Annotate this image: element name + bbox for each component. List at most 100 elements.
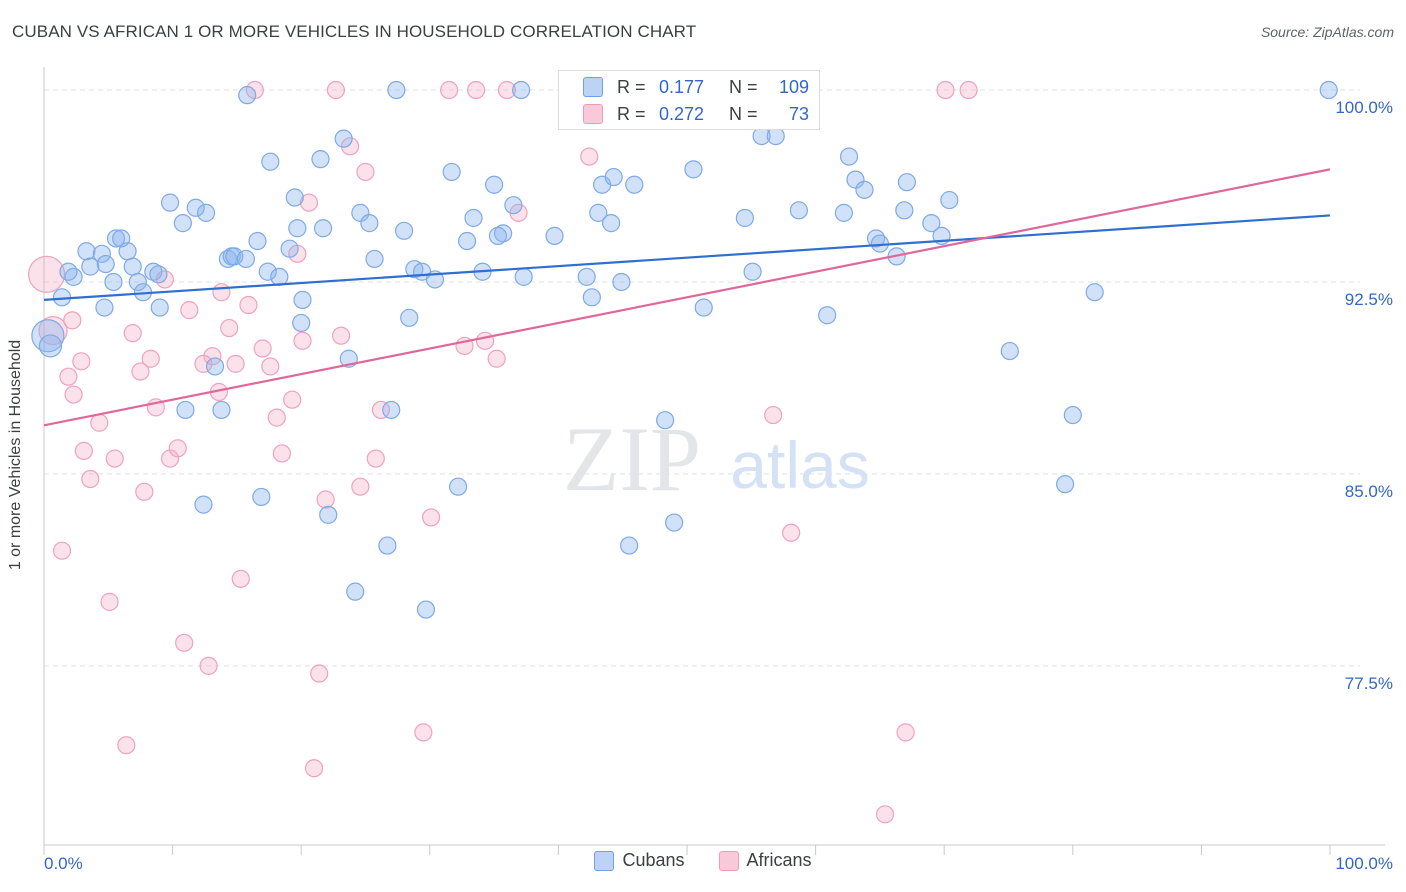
cubans-point [416, 600, 436, 619]
africans-point [421, 508, 441, 527]
cubans-point [194, 495, 213, 514]
africans-point [475, 331, 495, 350]
cubans-point [149, 265, 168, 284]
cubans-point [225, 247, 244, 266]
y-tick-label: 92.5% [1345, 290, 1393, 309]
africans-trendline [43, 168, 1331, 427]
africans-point [366, 449, 385, 468]
cubans-point [512, 80, 531, 100]
cubans-point [176, 400, 195, 420]
africans-point [135, 482, 154, 501]
cubans-point [160, 193, 180, 212]
africans-point [439, 80, 459, 100]
africans-point [764, 405, 783, 425]
stats-row-africans: R = 0.272 N = 73 [583, 102, 809, 126]
africans-point [141, 349, 160, 368]
africans-point [466, 80, 486, 100]
africans-point [123, 324, 142, 343]
cubans-point [839, 147, 859, 166]
cubans-point [1085, 283, 1104, 302]
cubans-point [442, 162, 461, 182]
cubans-point [488, 226, 508, 246]
stats-n-value-africans: 73 [788, 103, 809, 124]
y-axis-label: 1 or more Vehicles in Household [7, 339, 24, 571]
cubans-point [351, 203, 370, 222]
africans-point [74, 441, 93, 460]
cubans-point [258, 262, 277, 281]
cubans-point [464, 208, 483, 228]
cubans-point [81, 257, 100, 276]
cubans-point [280, 239, 299, 258]
africans-point [272, 444, 292, 463]
cubans-point [288, 219, 307, 238]
axes [43, 67, 1385, 855]
africans-point [959, 80, 978, 100]
africans-point [580, 147, 599, 166]
africans-point [283, 390, 302, 409]
africans-point [239, 295, 258, 315]
africans-point [64, 385, 83, 404]
africans-point [117, 736, 136, 755]
cubans-point [387, 80, 406, 100]
watermark-atlas: atlas [730, 428, 869, 502]
cubans-trendline [43, 214, 1331, 301]
stats-n-label: N = [729, 76, 758, 97]
stats-r-value-africans: 0.272 [659, 103, 705, 124]
cubans-point [360, 214, 379, 233]
cubans-point [248, 231, 267, 251]
africans-point [875, 805, 895, 824]
cubans-point [846, 170, 865, 189]
africans-point [27, 255, 66, 293]
cubans-point [735, 208, 754, 228]
cubans-point [77, 242, 96, 261]
cubans-point [602, 214, 621, 233]
cubans-point [612, 272, 631, 292]
africans-point [896, 723, 915, 742]
cubans-point [128, 272, 147, 292]
cubans-point [261, 152, 280, 171]
africans-point [81, 469, 100, 489]
source-label: Source: ZipAtlas.com [1260, 24, 1394, 40]
cubans-point [895, 201, 914, 220]
africans-point [293, 331, 312, 350]
africans-point [351, 477, 370, 496]
africans-point [267, 408, 286, 427]
africans-point [63, 311, 82, 330]
cubans-point [285, 188, 304, 207]
tick-labels: 77.5% 85.0% 92.5% 100.0% 0.0% 100.0% [44, 98, 1393, 873]
legend-label-cubans: Cubans [622, 850, 685, 870]
cubans-point [855, 180, 874, 199]
cubans-point [394, 221, 414, 240]
cubans-point [378, 536, 397, 555]
africans-point [38, 315, 68, 346]
cubans-point [1319, 80, 1338, 100]
africans-point [356, 162, 375, 182]
y-tick-label: 85.0% [1345, 482, 1393, 501]
watermark: ZIP atlas [563, 408, 870, 510]
stats-box: R = 0.177 N = 109 R = 0.272 N = 73 [558, 70, 820, 130]
cubans-point [897, 173, 917, 192]
cubans-point [604, 167, 623, 187]
cubans-point [252, 487, 271, 507]
cubans-point [64, 267, 83, 286]
africans-point [105, 449, 124, 468]
cubans-point [922, 214, 941, 233]
cubans-point [292, 313, 311, 333]
cubans-point [620, 536, 639, 555]
cubans-point [665, 513, 684, 532]
stats-r-label: R = [617, 76, 646, 97]
cubans-point [684, 160, 703, 179]
cubans-point [270, 267, 289, 286]
cubans-point [582, 288, 601, 307]
cubans-point [236, 249, 256, 269]
africans-points [27, 80, 978, 824]
africans-point [90, 413, 109, 432]
cubans-point [293, 290, 312, 309]
africans-point [220, 318, 239, 338]
cubans-point [504, 196, 523, 215]
cubans-point [38, 334, 63, 358]
watermark-zip: ZIP [563, 408, 701, 510]
y-tick-label: 100.0% [1335, 98, 1393, 117]
cubans-point [92, 244, 111, 263]
legend-swatch-cubans [594, 850, 615, 871]
